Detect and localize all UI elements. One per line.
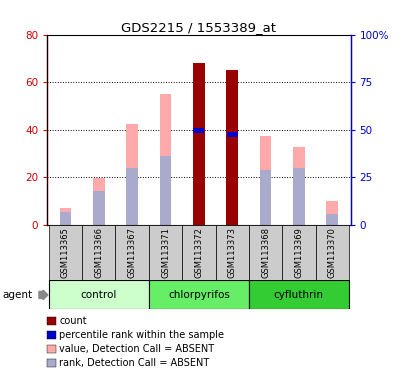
Bar bbox=[292, 147, 304, 225]
Text: GSM113367: GSM113367 bbox=[127, 227, 136, 278]
Bar bbox=[47, 35, 350, 225]
Bar bbox=[59, 212, 71, 225]
Bar bbox=[93, 178, 104, 225]
Bar bbox=[148, 280, 248, 309]
Bar bbox=[148, 225, 182, 280]
Text: rank, Detection Call = ABSENT: rank, Detection Call = ABSENT bbox=[59, 358, 209, 368]
Text: count: count bbox=[59, 316, 87, 326]
Text: chlorpyrifos: chlorpyrifos bbox=[168, 290, 229, 300]
Text: cyfluthrin: cyfluthrin bbox=[273, 290, 323, 300]
Bar bbox=[259, 170, 271, 225]
Bar bbox=[159, 94, 171, 225]
Bar bbox=[159, 156, 171, 225]
Text: agent: agent bbox=[2, 290, 32, 300]
Text: GSM113373: GSM113373 bbox=[227, 227, 236, 278]
Text: control: control bbox=[81, 290, 117, 300]
Text: GSM113370: GSM113370 bbox=[327, 227, 336, 278]
Bar bbox=[226, 132, 237, 137]
Bar bbox=[248, 225, 281, 280]
Text: GSM113365: GSM113365 bbox=[61, 227, 70, 278]
Text: GSM113371: GSM113371 bbox=[161, 227, 170, 278]
Text: percentile rank within the sample: percentile rank within the sample bbox=[59, 330, 224, 340]
Bar bbox=[326, 201, 337, 225]
Text: GSM113366: GSM113366 bbox=[94, 227, 103, 278]
Bar bbox=[182, 225, 215, 280]
Bar bbox=[49, 225, 82, 280]
Bar bbox=[259, 136, 271, 225]
Bar bbox=[292, 168, 304, 225]
Text: GSM113369: GSM113369 bbox=[294, 227, 303, 278]
Bar bbox=[126, 124, 138, 225]
Bar bbox=[226, 70, 238, 225]
Bar bbox=[193, 128, 204, 133]
Bar bbox=[49, 280, 148, 309]
Bar bbox=[248, 280, 348, 309]
Text: GSM113368: GSM113368 bbox=[261, 227, 270, 278]
Bar bbox=[193, 63, 204, 225]
Bar bbox=[215, 225, 248, 280]
Bar bbox=[315, 225, 348, 280]
Bar bbox=[82, 225, 115, 280]
Bar bbox=[126, 168, 138, 225]
Text: GSM113372: GSM113372 bbox=[194, 227, 203, 278]
Bar bbox=[326, 214, 337, 225]
Text: GDS2215 / 1553389_at: GDS2215 / 1553389_at bbox=[121, 21, 276, 34]
Text: value, Detection Call = ABSENT: value, Detection Call = ABSENT bbox=[59, 344, 214, 354]
Bar bbox=[59, 208, 71, 225]
Bar bbox=[93, 191, 104, 225]
Bar bbox=[281, 225, 315, 280]
Bar bbox=[115, 225, 148, 280]
